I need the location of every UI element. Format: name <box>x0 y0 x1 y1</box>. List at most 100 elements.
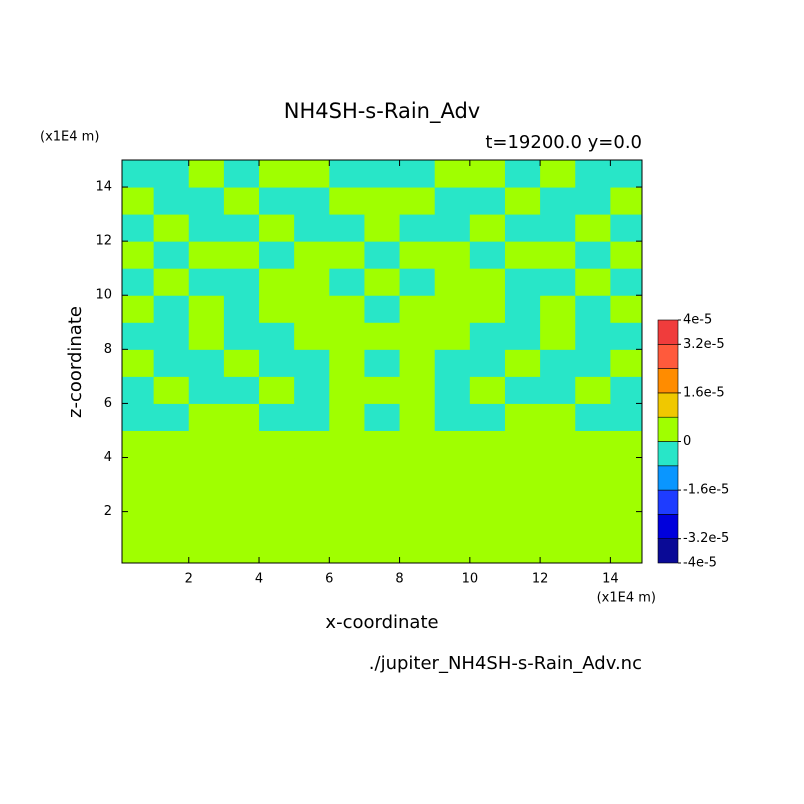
cell <box>294 538 330 563</box>
cell <box>610 160 642 188</box>
cell <box>329 457 365 486</box>
cell <box>469 457 506 486</box>
cell <box>610 187 642 215</box>
cell <box>188 430 225 459</box>
cell <box>504 241 541 269</box>
colorbar-band <box>657 489 679 515</box>
cell <box>294 349 330 377</box>
cell <box>294 268 330 296</box>
cell <box>294 376 330 404</box>
cell <box>399 187 436 215</box>
cell <box>329 376 365 404</box>
cell <box>188 268 225 296</box>
cell <box>540 214 576 242</box>
cell <box>223 403 260 431</box>
cell <box>434 430 471 459</box>
cell <box>434 511 471 540</box>
cell <box>504 322 541 350</box>
x-tick-label: 2 <box>185 572 193 587</box>
y-tick-label: 6 <box>104 396 112 411</box>
cell <box>329 187 365 215</box>
cell <box>469 376 506 404</box>
cell <box>259 214 295 242</box>
cell <box>329 241 365 269</box>
cell <box>122 295 155 323</box>
cell <box>122 430 155 459</box>
cell <box>469 160 506 188</box>
cell <box>469 241 506 269</box>
cell <box>364 295 401 323</box>
cell <box>294 160 330 188</box>
cell <box>575 376 611 404</box>
cell <box>610 322 642 350</box>
x-tick-label: 6 <box>325 572 333 587</box>
cell <box>469 511 506 540</box>
cell <box>364 457 401 486</box>
chart-subtitle: t=19200.0 y=0.0 <box>485 132 642 153</box>
cell <box>540 457 576 486</box>
cell <box>188 160 225 188</box>
colorbar-label: 1.6e-5 <box>683 385 725 400</box>
cell <box>610 376 642 404</box>
cell <box>223 241 260 269</box>
cell <box>329 214 365 242</box>
cell <box>540 295 576 323</box>
cell <box>223 376 260 404</box>
cell <box>188 457 225 486</box>
cell <box>294 403 330 431</box>
cell <box>469 538 506 563</box>
cell <box>504 268 541 296</box>
cell <box>259 457 295 486</box>
cell <box>469 484 506 513</box>
cell <box>188 187 225 215</box>
cell <box>469 214 506 242</box>
x-axis-label: x-coordinate <box>325 612 438 633</box>
cell <box>329 430 365 459</box>
cell <box>294 484 330 513</box>
cell <box>153 457 190 486</box>
cell <box>223 457 260 486</box>
cell <box>434 403 471 431</box>
cell <box>294 511 330 540</box>
cell <box>610 484 642 513</box>
colorbar-band <box>657 319 679 345</box>
cell <box>575 457 611 486</box>
cell <box>399 349 436 377</box>
cell <box>610 457 642 486</box>
cell <box>122 160 155 188</box>
x-tick-label: 8 <box>395 572 403 587</box>
cell <box>540 160 576 188</box>
y-tick-label: 4 <box>104 450 112 465</box>
chart-title: NH4SH-s-Rain_Adv <box>284 99 480 124</box>
cell <box>540 241 576 269</box>
cell <box>122 241 155 269</box>
cell <box>153 322 190 350</box>
cell <box>610 241 642 269</box>
colorbar-label: 3.2e-5 <box>683 337 725 352</box>
cell <box>153 511 190 540</box>
cell <box>434 160 471 188</box>
cell <box>122 538 155 563</box>
cell <box>188 376 225 404</box>
cell <box>504 430 541 459</box>
cell <box>469 187 506 215</box>
cell <box>188 241 225 269</box>
cell <box>364 322 401 350</box>
cell <box>122 403 155 431</box>
cell <box>259 430 295 459</box>
cell <box>122 322 155 350</box>
x-tick-label: 10 <box>462 572 479 587</box>
cell <box>153 214 190 242</box>
cell <box>329 403 365 431</box>
cell <box>610 430 642 459</box>
cell <box>399 430 436 459</box>
cell <box>469 295 506 323</box>
cell <box>122 214 155 242</box>
cell <box>259 241 295 269</box>
cell <box>122 484 155 513</box>
cell <box>610 214 642 242</box>
cell <box>504 295 541 323</box>
cell <box>259 160 295 188</box>
cell <box>540 187 576 215</box>
cell <box>259 295 295 323</box>
